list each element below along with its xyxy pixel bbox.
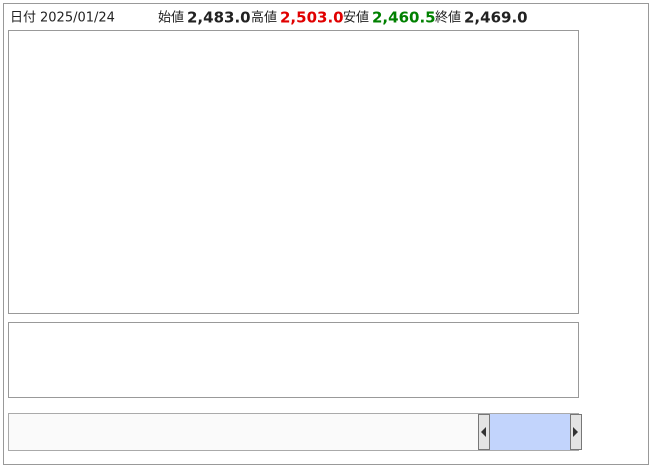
date: 2025/01/24: [40, 11, 115, 26]
close-label: 終値: [435, 10, 461, 26]
volume-frame: [8, 322, 579, 398]
outer-frame: [3, 3, 649, 465]
close-value: 2,469.0: [464, 9, 528, 27]
open-label: 始値: [158, 10, 184, 26]
price-frame: [8, 30, 579, 314]
open-value: 2,483.0: [187, 9, 251, 27]
header: 日付 2025/01/24 始値 2,483.0 高値 2,503.0 安値 2…: [10, 9, 528, 27]
high-label: 高値: [251, 10, 277, 26]
low-label: 安値: [343, 10, 369, 26]
high-value: 2,503.0: [280, 9, 344, 27]
navigator-range[interactable]: [488, 414, 570, 450]
navigator-window[interactable]: [478, 414, 582, 450]
left-arrow: [481, 427, 486, 437]
right-arrow: [573, 427, 578, 437]
date-label: 日付: [10, 11, 36, 26]
low-value: 2,460.5: [372, 9, 436, 27]
